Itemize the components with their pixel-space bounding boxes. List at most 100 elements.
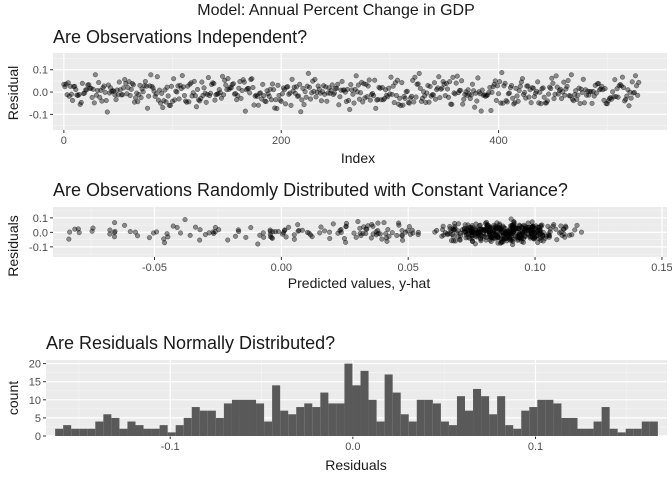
panel2-xtick-label: -0.05: [142, 262, 167, 274]
panel1-point: [278, 98, 284, 104]
panel1-point: [269, 81, 276, 87]
panel1-point: [437, 95, 443, 101]
panel3-bar: [617, 432, 626, 436]
panel1-point: [146, 93, 152, 99]
panel3-bar: [87, 428, 96, 436]
panel1-point: [545, 91, 552, 97]
panel2-title: Are Observations Randomly Distributed wi…: [53, 180, 568, 200]
panel1-point: [635, 92, 641, 98]
panel1-point: [530, 85, 536, 91]
panel2-point: [439, 233, 445, 239]
panel2-point: [381, 220, 387, 226]
panel1-point: [457, 87, 464, 93]
panel1-point: [636, 79, 642, 85]
panel1-point: [424, 90, 430, 96]
panel2-point: [463, 235, 469, 241]
panel1-point: [251, 102, 257, 108]
panel1-point: [413, 94, 419, 100]
panel3-bar: [312, 407, 321, 436]
panel2-point: [285, 224, 292, 230]
panel3-bar: [497, 396, 506, 436]
panel1-point: [619, 74, 625, 80]
panel1-point: [629, 79, 635, 85]
panel1-point: [564, 83, 570, 89]
panel1-point: [519, 76, 526, 82]
panel1-point: [301, 102, 307, 108]
panel1-point: [493, 97, 499, 103]
panel1-point: [235, 93, 241, 99]
panel2-point: [457, 236, 463, 242]
panel1-point: [492, 78, 498, 84]
panel1-point: [541, 94, 547, 100]
panel1-xtick-label: 400: [489, 135, 507, 147]
panel2-point: [379, 236, 385, 242]
panel2-point: [330, 221, 336, 227]
panel2-point: [162, 240, 168, 246]
panel3-bar: [328, 403, 337, 436]
panel2-point: [495, 224, 501, 230]
panel1-point: [460, 101, 466, 107]
panel2-point: [192, 224, 199, 230]
panel1-point: [103, 97, 109, 104]
panel1-point: [194, 86, 201, 92]
panel1-point: [446, 94, 452, 100]
panel3-bar: [360, 370, 369, 436]
panel1-point: [130, 82, 136, 88]
panel3-bar: [513, 428, 522, 436]
panel1-point: [306, 84, 313, 90]
panel1-point: [478, 108, 484, 114]
panel1-point: [595, 80, 602, 87]
panel1-point: [628, 95, 634, 101]
panel3-bar: [119, 428, 128, 436]
panel3-ytick-label: 20: [29, 359, 41, 371]
panel1-point: [515, 98, 521, 104]
panel2-point: [165, 234, 171, 240]
panel1-point: [615, 94, 621, 100]
panel1-point: [142, 78, 148, 85]
panel2-point: [150, 230, 157, 236]
panel1-point: [366, 77, 372, 83]
panel3-bar: [71, 428, 80, 436]
panel2-point: [327, 235, 333, 242]
panel2-point: [275, 228, 281, 235]
panel2-point: [547, 229, 553, 235]
panel3-bar: [63, 425, 72, 436]
panel1-point: [148, 72, 154, 78]
panel1-point: [412, 74, 418, 80]
panel2-point: [574, 222, 580, 228]
panel2-point: [482, 227, 488, 233]
panel2-point: [386, 233, 392, 239]
panel2-point: [546, 233, 553, 239]
panel2-point: [455, 221, 462, 227]
panel2-point: [269, 235, 275, 241]
panel2-point: [351, 230, 357, 236]
panel1-point: [610, 89, 616, 95]
panel1-point: [159, 90, 165, 96]
panel1-point: [561, 79, 567, 85]
panel1-point: [104, 109, 110, 115]
panel1-point: [193, 104, 199, 110]
panel3-bar: [400, 414, 409, 436]
panel1-point: [367, 97, 373, 103]
panel1-point: [526, 94, 532, 100]
panel1-point: [328, 87, 334, 93]
panel1-point: [255, 102, 261, 108]
panel3-bar: [159, 425, 168, 436]
panel1-point: [221, 92, 227, 98]
panel1-point: [353, 73, 359, 79]
panel3-xtick-label: -0.1: [161, 441, 180, 453]
panel3-bar: [199, 410, 208, 436]
panel2-point: [257, 232, 263, 238]
panel1-point: [113, 97, 119, 103]
panel1-point: [303, 94, 309, 100]
panel1-point: [288, 102, 294, 108]
panel2-point: [269, 235, 275, 241]
panel1-point: [620, 85, 627, 91]
panel2-point: [212, 224, 218, 230]
panel2-point: [357, 225, 363, 231]
panel1-point: [201, 85, 207, 91]
panel2-point: [308, 232, 314, 238]
panel1-point: [450, 74, 456, 80]
panel2-point: [400, 237, 406, 243]
panel1-point: [431, 80, 437, 86]
